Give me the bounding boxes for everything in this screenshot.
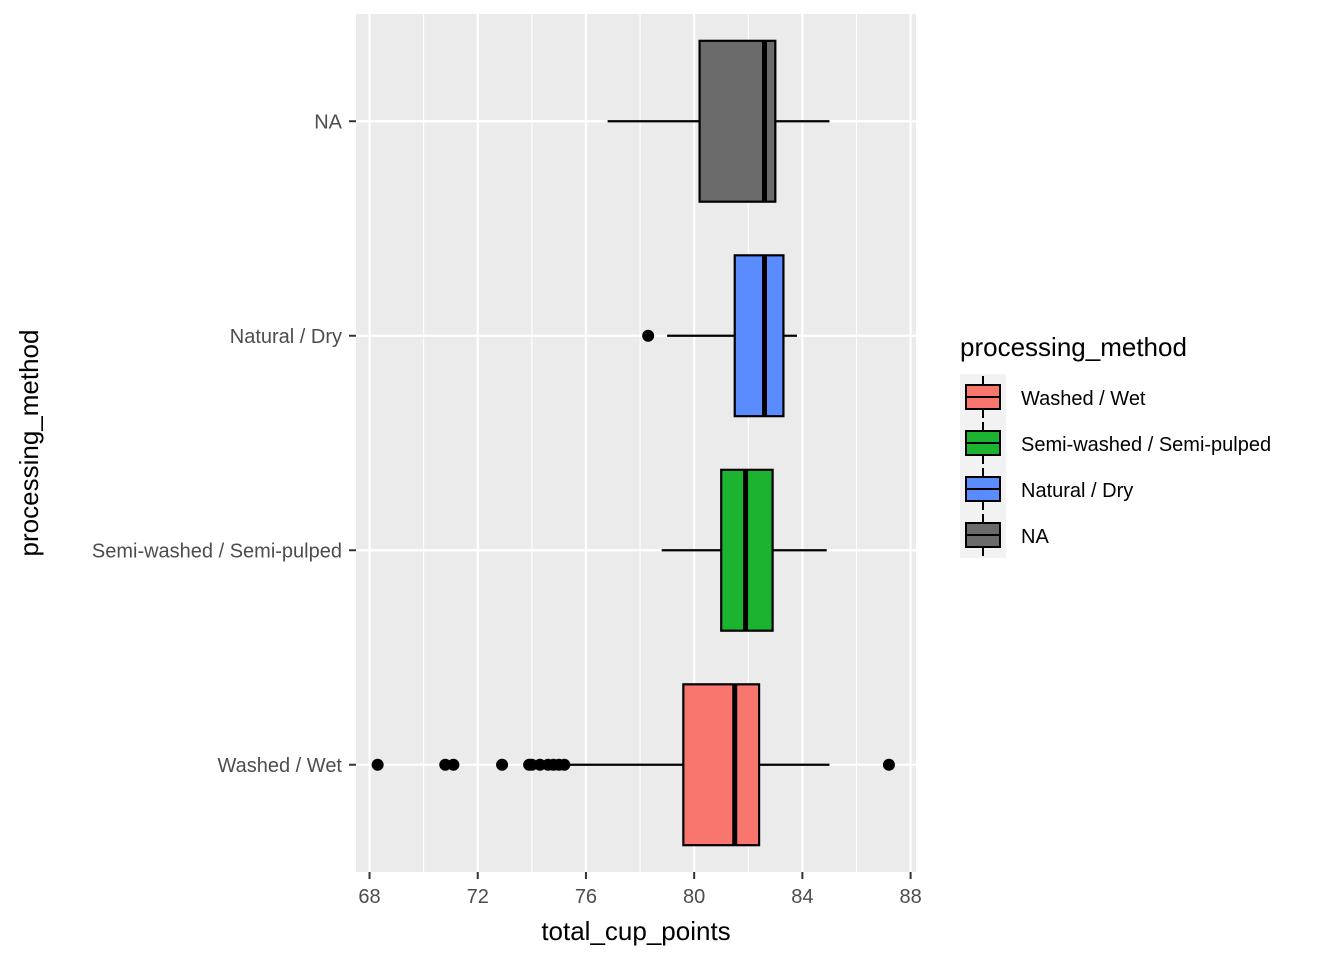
x-tick-label: 76 [575,886,597,908]
legend-entry-3: NA [960,512,1049,558]
y-axis-title: processing_method [14,330,44,557]
boxplot-1 [661,468,827,632]
x-tick-label: 84 [791,886,813,908]
legend-label: Natural / Dry [1021,480,1133,502]
y-tick-label: Washed / Wet [218,755,343,777]
outlier-point [447,758,460,771]
boxplot-2 [642,254,797,418]
y-tick-label: NA [314,111,342,133]
outlier-point [642,329,655,342]
boxplots [371,39,895,847]
x-axis-title: total_cup_points [541,916,730,946]
legend-entry-1: Semi-washed / Semi-pulped [960,420,1271,466]
outlier-point [882,758,895,771]
outlier-point [496,758,509,771]
legend-entry-2: Natural / Dry [960,466,1133,512]
x-tick-label: 68 [358,886,380,908]
outlier-point [558,758,571,771]
legend: processing_method Washed / Wet Semi-washe… [960,332,1271,558]
x-tick-label: 72 [467,886,489,908]
y-tick-label: Natural / Dry [230,326,342,348]
x-tick-label: 80 [683,886,705,908]
legend-title: processing_method [960,332,1187,362]
box [733,254,785,418]
legend-label: NA [1021,526,1049,548]
x-tick-label: 88 [899,886,921,908]
legend-entry-0: Washed / Wet [960,374,1146,420]
plot-panel [356,14,916,872]
legend-label: Washed / Wet [1021,388,1146,410]
boxplot-0 [371,683,895,847]
axes: 68 72 76 80 84 88 Washed / Wet Semi-washed / Se… [92,111,922,908]
legend-label: Semi-washed / Semi-pulped [1021,434,1271,456]
box [682,683,761,847]
outlier-point [371,758,384,771]
boxplot-3 [607,39,830,203]
y-tick-label: Semi-washed / Semi-pulped [92,540,342,562]
